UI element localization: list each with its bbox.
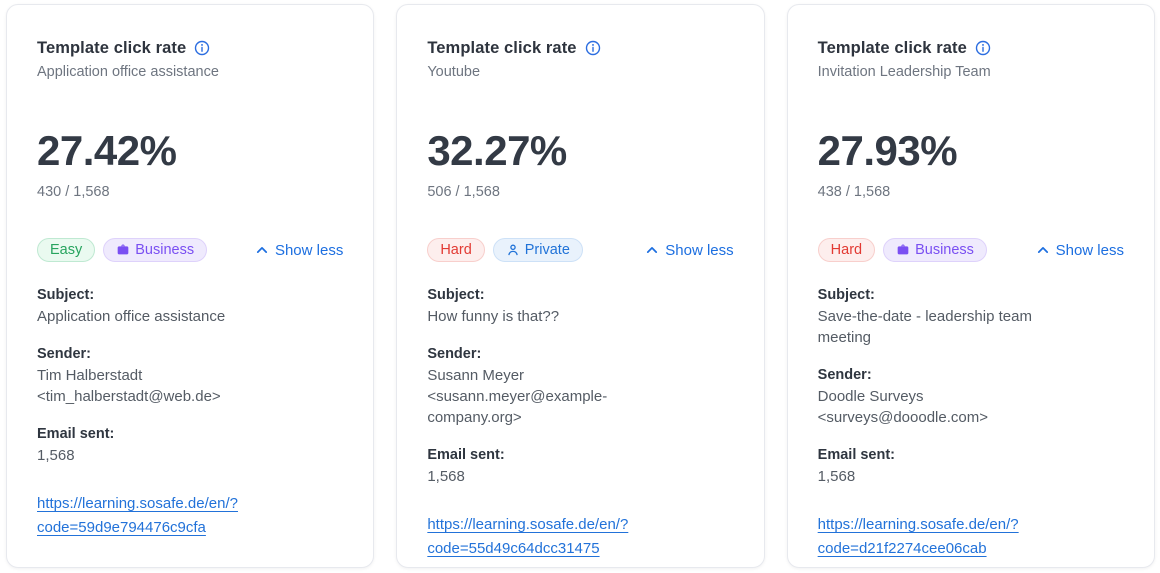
email-sent-value: 1,568 [817, 468, 856, 485]
sender-item: Sender: Tim Halberstadt <tim_halberstadt… [37, 344, 299, 407]
info-icon[interactable] [585, 40, 601, 56]
badge-row: Hard Business Show less [817, 238, 1124, 262]
subject-item: Subject: Save-the-date - leadership team… [818, 285, 1080, 348]
email-sent-label: Email sent: [37, 426, 115, 442]
category-label: Business [135, 241, 195, 258]
category-badge: Private [492, 238, 583, 262]
sender-value: Doodle Surveys <surveys@dooodle.com> [818, 386, 1080, 428]
template-card: Template click rate Invitation Leadershi… [786, 4, 1155, 568]
category-badge: Business [103, 238, 208, 262]
chevron-up-icon [645, 243, 659, 257]
template-card: Template click rate Application office a… [6, 4, 375, 568]
briefcase-icon [896, 243, 910, 257]
card-header: Template click rate [37, 38, 343, 58]
subject-value: Application office assistance [37, 308, 226, 325]
difficulty-badge: Easy [37, 238, 96, 262]
person-icon [506, 243, 520, 257]
card-header: Template click rate [427, 38, 733, 58]
difficulty-label: Hard [440, 241, 472, 258]
email-sent-value: 1,568 [37, 447, 75, 464]
template-name: Invitation Leadership Team [817, 64, 991, 80]
subject-item: Subject: Application office assistance [37, 285, 299, 327]
sender-label: Sender: [37, 346, 91, 362]
phishing-link[interactable]: https://learning.sosafe.de/en/? code=59d… [37, 492, 238, 540]
template-details: Subject: Save-the-date - leadership team… [818, 285, 1124, 561]
email-sent-value: 1,568 [427, 468, 465, 485]
category-label: Business [915, 241, 974, 258]
info-icon[interactable] [975, 40, 991, 56]
subject-label: Subject: [37, 287, 95, 303]
sender-name: Susann Meyer [427, 367, 525, 384]
difficulty-badge: Hard [817, 238, 876, 262]
email-sent-item: Email sent: 1,568 [818, 445, 1080, 487]
template-details: Subject: How funny is that?? Sender: Sus… [427, 285, 733, 561]
show-less-label: Show less [665, 241, 734, 259]
badges: Hard Business [817, 238, 987, 262]
link-line-2: code=55d49c64dcc31475 [427, 540, 600, 557]
badge-row: Hard Private Show less [427, 238, 734, 262]
card-header: Template click rate [818, 38, 1124, 58]
subject-label: Subject: [427, 287, 485, 303]
link-line-1: https://learning.sosafe.de/en/? [817, 516, 1019, 533]
sender-email: <tim_halberstadt@web.de> [37, 388, 221, 405]
sender-label: Sender: [817, 367, 872, 383]
phishing-link[interactable]: https://learning.sosafe.de/en/? code=d21… [818, 513, 1019, 561]
link-line-2: code=59d9e794476c9cfa [37, 519, 206, 536]
click-rate-fraction: 438 / 1,568 [817, 184, 891, 200]
sender-label: Sender: [427, 346, 482, 362]
difficulty-label: Easy [50, 241, 83, 258]
click-rate-value: 27.42% [37, 127, 177, 174]
template-details: Subject: Application office assistance S… [37, 285, 343, 540]
badge-row: Easy Business Show less [37, 238, 343, 262]
show-less-label: Show less [274, 241, 344, 259]
link-line-2: code=d21f2274cee06cab [817, 540, 987, 557]
briefcase-icon [116, 243, 130, 257]
link-line-1: https://learning.sosafe.de/en/? [37, 495, 238, 512]
template-name: Youtube [427, 64, 481, 80]
card-title: Template click rate [817, 39, 967, 57]
template-name: Application office assistance [37, 64, 219, 80]
badges: Hard Private [427, 238, 583, 262]
chevron-up-icon [255, 243, 269, 257]
sender-value: Tim Halberstadt <tim_halberstadt@web.de> [37, 365, 299, 407]
sender-value: Susann Meyer <susann.meyer@example-compa… [427, 365, 689, 428]
show-less-button[interactable]: Show less [1036, 242, 1124, 259]
click-rate-value: 32.27% [427, 127, 567, 174]
show-less-button[interactable]: Show less [645, 241, 734, 259]
difficulty-badge: Hard [427, 238, 485, 262]
email-sent-label: Email sent: [427, 447, 505, 463]
subject-value: Save-the-date - leadership team meeting [817, 308, 1032, 346]
email-sent-item: Email sent: 1,568 [37, 424, 299, 466]
sender-item: Sender: Susann Meyer <susann.meyer@examp… [427, 344, 689, 428]
click-rate-value: 27.93% [817, 127, 958, 174]
phishing-link[interactable]: https://learning.sosafe.de/en/? code=55d… [427, 513, 628, 561]
template-card: Template click rate Youtube 32.27% 506 /… [396, 4, 765, 568]
subject-value: How funny is that?? [427, 308, 560, 325]
sender-name: Doodle Surveys [817, 388, 924, 405]
subject-label: Subject: [817, 287, 875, 303]
click-rate-fraction: 506 / 1,568 [427, 184, 500, 200]
info-icon[interactable] [194, 40, 210, 56]
click-rate-fraction: 430 / 1,568 [37, 184, 110, 200]
badges: Easy Business [37, 238, 208, 262]
subject-item: Subject: How funny is that?? [427, 285, 689, 327]
sender-email: <surveys@dooodle.com> [817, 409, 988, 426]
sender-name: Tim Halberstadt [37, 367, 143, 384]
card-title: Template click rate [427, 39, 577, 57]
email-sent-label: Email sent: [817, 447, 896, 463]
sender-email: <susann.meyer@example-company.org> [427, 388, 608, 426]
category-label: Private [524, 241, 570, 258]
link-line-1: https://learning.sosafe.de/en/? [427, 516, 629, 533]
difficulty-label: Hard [830, 241, 863, 258]
show-less-label: Show less [1055, 241, 1124, 259]
chevron-up-icon [1036, 243, 1050, 257]
email-sent-item: Email sent: 1,568 [427, 445, 689, 487]
category-badge: Business [883, 238, 987, 262]
card-title: Template click rate [37, 39, 187, 57]
show-less-button[interactable]: Show less [255, 242, 343, 259]
sender-item: Sender: Doodle Surveys <surveys@dooodle.… [818, 365, 1080, 428]
